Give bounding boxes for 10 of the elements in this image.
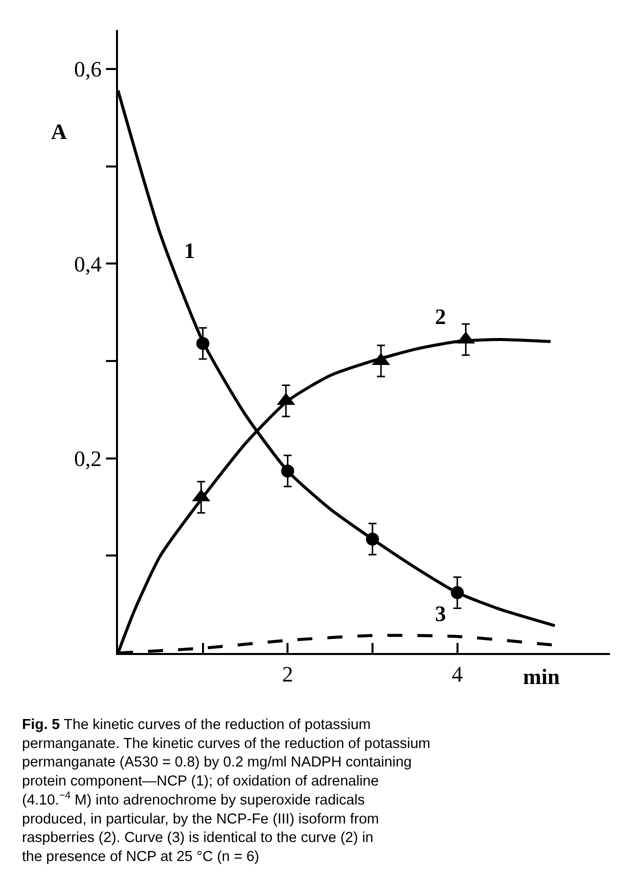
y-tick-label: 0,6 <box>74 56 102 82</box>
text: Fig. 5 The kinetic curves of the reduction of potassium permanganate. The kinetic curves of the reduction of potassium permanganate (A530 = 0.8) by 0.2 mg/ml NADPH containing protein component—NCP (1); of oxidation of adrenaline (4.10.$^{−4}$ M) into adrenochrome by superoxide radicals produced, in particular, by the NCP-Fe (III) isoform from raspberries (2). Curve (3) is identical to the curve (2) in the presence of NCP at 25 °C (n = 6) <box>22 717 430 865</box>
annotation: 3 <box>435 601 446 626</box>
y-tick-label: 0,4 <box>74 251 102 276</box>
y-axis-title: A <box>51 119 67 144</box>
annotation: 2 <box>435 304 446 329</box>
x-tick-label: 4 <box>452 661 463 686</box>
x-axis-title: min <box>523 664 560 689</box>
y-tick-label: 0,2 <box>74 446 102 472</box>
annotation: 1 <box>184 238 195 263</box>
